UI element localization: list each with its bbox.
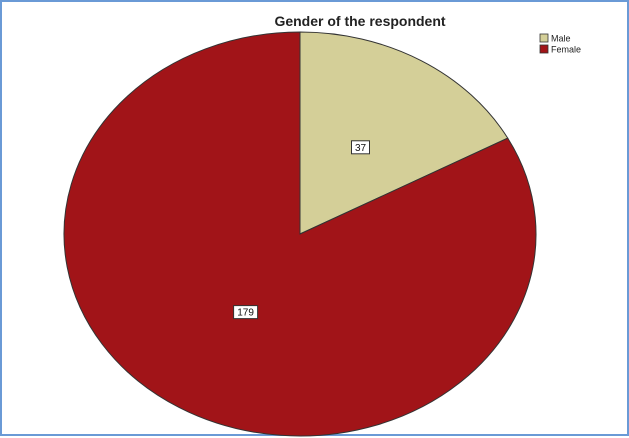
chart-title: Gender of the respondent — [274, 13, 445, 29]
data-label-text: 179 — [237, 308, 254, 319]
legend-item-female: Female — [539, 44, 581, 55]
pie-data-labels: 37 179 — [233, 140, 370, 320]
legend-item-male: Male — [539, 33, 571, 44]
pie-slice-female — [63, 31, 537, 437]
pie-slices — [63, 31, 537, 437]
legend-swatch — [539, 33, 549, 43]
data-label-text: 37 — [355, 143, 367, 154]
data-label-male: 37 — [351, 140, 370, 155]
pie-slice-male — [299, 31, 509, 235]
legend-label: Female — [551, 45, 581, 55]
data-label-female: 179 — [233, 305, 259, 320]
legend-label: Male — [551, 34, 571, 44]
legend-swatch — [539, 44, 549, 54]
